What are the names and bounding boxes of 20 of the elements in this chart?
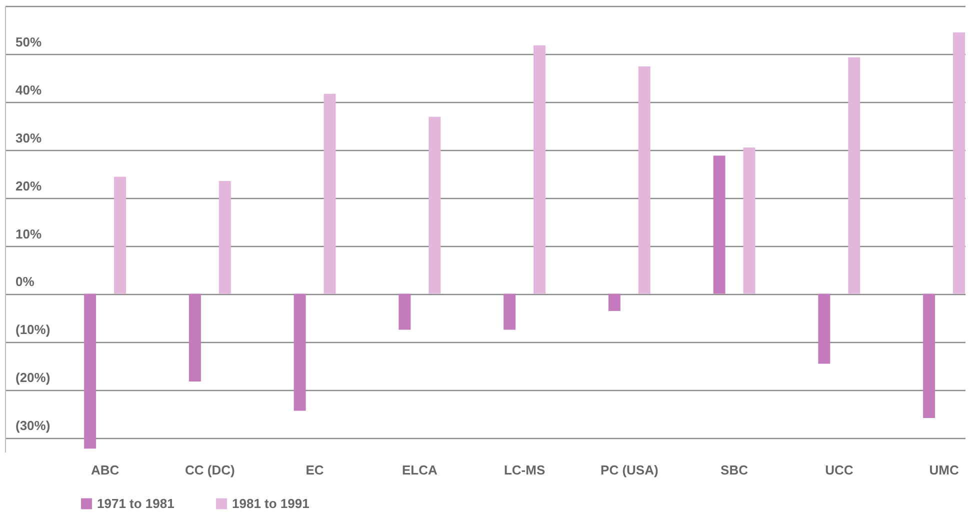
y-tick-label: 50%: [16, 34, 42, 50]
y-tick-label: (30%): [16, 418, 50, 434]
legend-label: 1981 to 1991: [232, 496, 310, 511]
y-tick-label: 0%: [16, 274, 35, 290]
y-tick-label: (10%): [16, 322, 50, 338]
x-tick-label: SBC: [720, 462, 749, 478]
y-tick-label: 30%: [16, 130, 42, 146]
x-tick-label: EC: [306, 462, 324, 478]
legend-label: 1971 to 1981: [97, 496, 174, 511]
x-tick-label: UMC: [929, 462, 960, 478]
y-tick-label: 10%: [16, 226, 42, 242]
x-tick-label: ABC: [90, 462, 120, 478]
y-tick-label: (20%): [16, 370, 50, 386]
y-tick-label: 20%: [16, 178, 42, 194]
x-tick-label: UCC: [825, 462, 854, 478]
x-tick-label: ELCA: [402, 462, 438, 478]
y-tick-label: 40%: [16, 82, 42, 98]
x-tick-label: LC-MS: [504, 462, 546, 478]
x-tick-label: PC (USA): [600, 462, 658, 478]
x-tick-label: CC (DC): [185, 462, 235, 478]
